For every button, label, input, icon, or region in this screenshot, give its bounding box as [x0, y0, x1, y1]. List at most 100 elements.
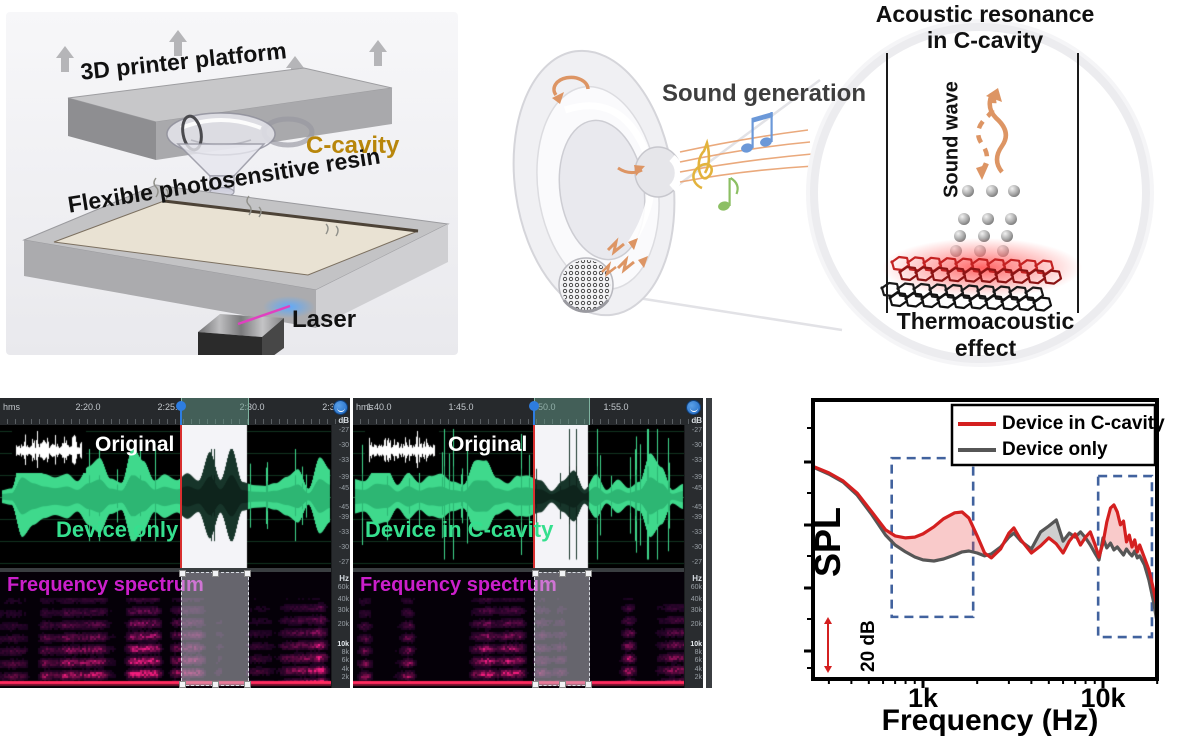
- db-tick-label: -39: [691, 514, 702, 521]
- selection-handle-icon[interactable]: [532, 681, 539, 688]
- timeline-tick-label: 1:55.0: [603, 402, 629, 412]
- spectrogram-selection[interactable]: [532, 570, 592, 688]
- c-cavity-label: C-cavity: [306, 132, 400, 159]
- scale-arrow-head-up: [824, 617, 832, 624]
- spectrogram-selection[interactable]: [179, 570, 251, 688]
- hz-tick-label: 8k: [341, 649, 349, 656]
- spectrogram-canvas[interactable]: [353, 572, 685, 688]
- atom: [946, 271, 950, 275]
- selection-handle-icon[interactable]: [559, 570, 566, 577]
- atom: [1000, 299, 1004, 304]
- atom: [890, 260, 894, 264]
- timeline-unit-label: hms: [3, 402, 21, 412]
- atom: [896, 286, 900, 291]
- window-edge-strip: [706, 398, 712, 688]
- playhead-pin-stem: [180, 409, 182, 425]
- selection-handle-icon[interactable]: [585, 570, 592, 577]
- db-tick-label: -45: [338, 485, 349, 492]
- sound-generation-label: Sound generation: [662, 80, 866, 107]
- atom: [1042, 274, 1046, 278]
- timeline-selection[interactable]: [534, 398, 590, 425]
- sound-wave-label: Sound wave: [940, 81, 963, 198]
- db-tick-label: -30: [691, 442, 702, 449]
- atom: [1002, 263, 1006, 267]
- timeline-ruler[interactable]: hms 2:20.0 2:25.0 2:30.0 2:35: [0, 398, 350, 425]
- db-tick-label: -39: [691, 474, 702, 481]
- scale-ruler[interactable]: dB -27 -30 -33 -39 -45 -45 -39 -33 -30 -27 Hz 60k 40k…: [331, 416, 350, 688]
- waveform-canvas[interactable]: [353, 425, 685, 568]
- sound-generation-panel: Sound generation Acoustic resonance in C…: [490, 0, 1180, 380]
- atom: [1018, 263, 1022, 267]
- selection-handle-icon[interactable]: [585, 681, 592, 688]
- atom: [954, 262, 958, 266]
- timeline-unit-label: hms: [356, 402, 374, 412]
- scale-ruler[interactable]: dB -27 -30 -33 -39 -45 -45 -39 -33 -30 -27 Hz 60k 40k…: [684, 416, 703, 688]
- db-tick-label: -33: [691, 457, 702, 464]
- atom: [952, 298, 956, 302]
- playhead-pin-icon[interactable]: [529, 401, 539, 411]
- spectrogram-canvas[interactable]: [0, 572, 332, 688]
- selection-handle-icon[interactable]: [179, 570, 186, 577]
- hz-tick-label: 6k: [341, 657, 349, 664]
- beamed-notes-icon: [741, 112, 773, 153]
- db-tick-label: -27: [691, 427, 702, 434]
- atom: [984, 299, 988, 303]
- amplitude-unit-label: dB: [338, 416, 349, 425]
- selection-handle-icon[interactable]: [179, 681, 186, 688]
- db-tick-label: -30: [691, 544, 702, 551]
- legend-row-c-cavity: Device in C-cavity: [958, 413, 1165, 435]
- selection-handle-icon[interactable]: [212, 570, 219, 577]
- panel-divider[interactable]: [353, 568, 703, 572]
- hz-tick-label: 60k: [337, 584, 349, 591]
- app-logo-wave-glyph: [689, 404, 698, 412]
- atom: [1010, 273, 1014, 277]
- timeline-selection[interactable]: [181, 398, 249, 425]
- spl-chart-svg: [804, 398, 1159, 688]
- printer-schematic-art: [22, 30, 450, 364]
- panel-divider[interactable]: [0, 568, 350, 572]
- atom: [930, 271, 934, 275]
- music-notes: [679, 112, 815, 211]
- selection-handle-icon[interactable]: [532, 570, 539, 577]
- selection-handle-icon[interactable]: [559, 681, 566, 688]
- atom: [1026, 273, 1030, 277]
- selection-handle-icon[interactable]: [244, 681, 251, 688]
- x-tick-1k: 1k: [907, 683, 939, 713]
- original-track-label: Original: [95, 433, 175, 456]
- track-name-label: Device only: [56, 517, 179, 542]
- atom: [928, 287, 932, 292]
- atom: [968, 298, 972, 303]
- magnifier-circle: [806, 19, 1154, 367]
- legend-line-gray: [958, 448, 996, 452]
- laser-module: [198, 296, 315, 364]
- atom: [1008, 290, 1012, 294]
- atom: [992, 289, 996, 294]
- app-logo-icon[interactable]: [687, 401, 700, 414]
- atom: [978, 272, 982, 276]
- atom: [962, 272, 966, 276]
- selection-handle-icon[interactable]: [244, 570, 251, 577]
- db-tick-label: -30: [338, 442, 349, 449]
- zoom-title-line1: Acoustic resonance: [875, 1, 1095, 27]
- hz-tick-label: 10k: [337, 641, 349, 648]
- atom: [944, 288, 948, 292]
- x-tick-10k: 10k: [1080, 683, 1126, 713]
- db-tick-label: -33: [338, 457, 349, 464]
- fill-gray-above: [984, 519, 1103, 560]
- hz-tick-label: 4k: [694, 666, 702, 673]
- atom: [1024, 290, 1028, 295]
- db-tick-label: -39: [338, 474, 349, 481]
- atom: [1032, 300, 1036, 305]
- graphene-layer-hot: [890, 255, 1063, 285]
- hz-tick-label: 40k: [337, 596, 349, 603]
- timeline-tick-label: 2:35: [322, 402, 340, 412]
- waveform-canvas[interactable]: [0, 425, 332, 568]
- playhead-pin-icon[interactable]: [176, 401, 186, 411]
- app-logo-icon[interactable]: [334, 401, 347, 414]
- hexagon: [1024, 286, 1045, 302]
- timeline-tick-label: 1:40.0: [366, 402, 392, 412]
- selection-handle-icon[interactable]: [212, 681, 219, 688]
- atom: [936, 297, 940, 302]
